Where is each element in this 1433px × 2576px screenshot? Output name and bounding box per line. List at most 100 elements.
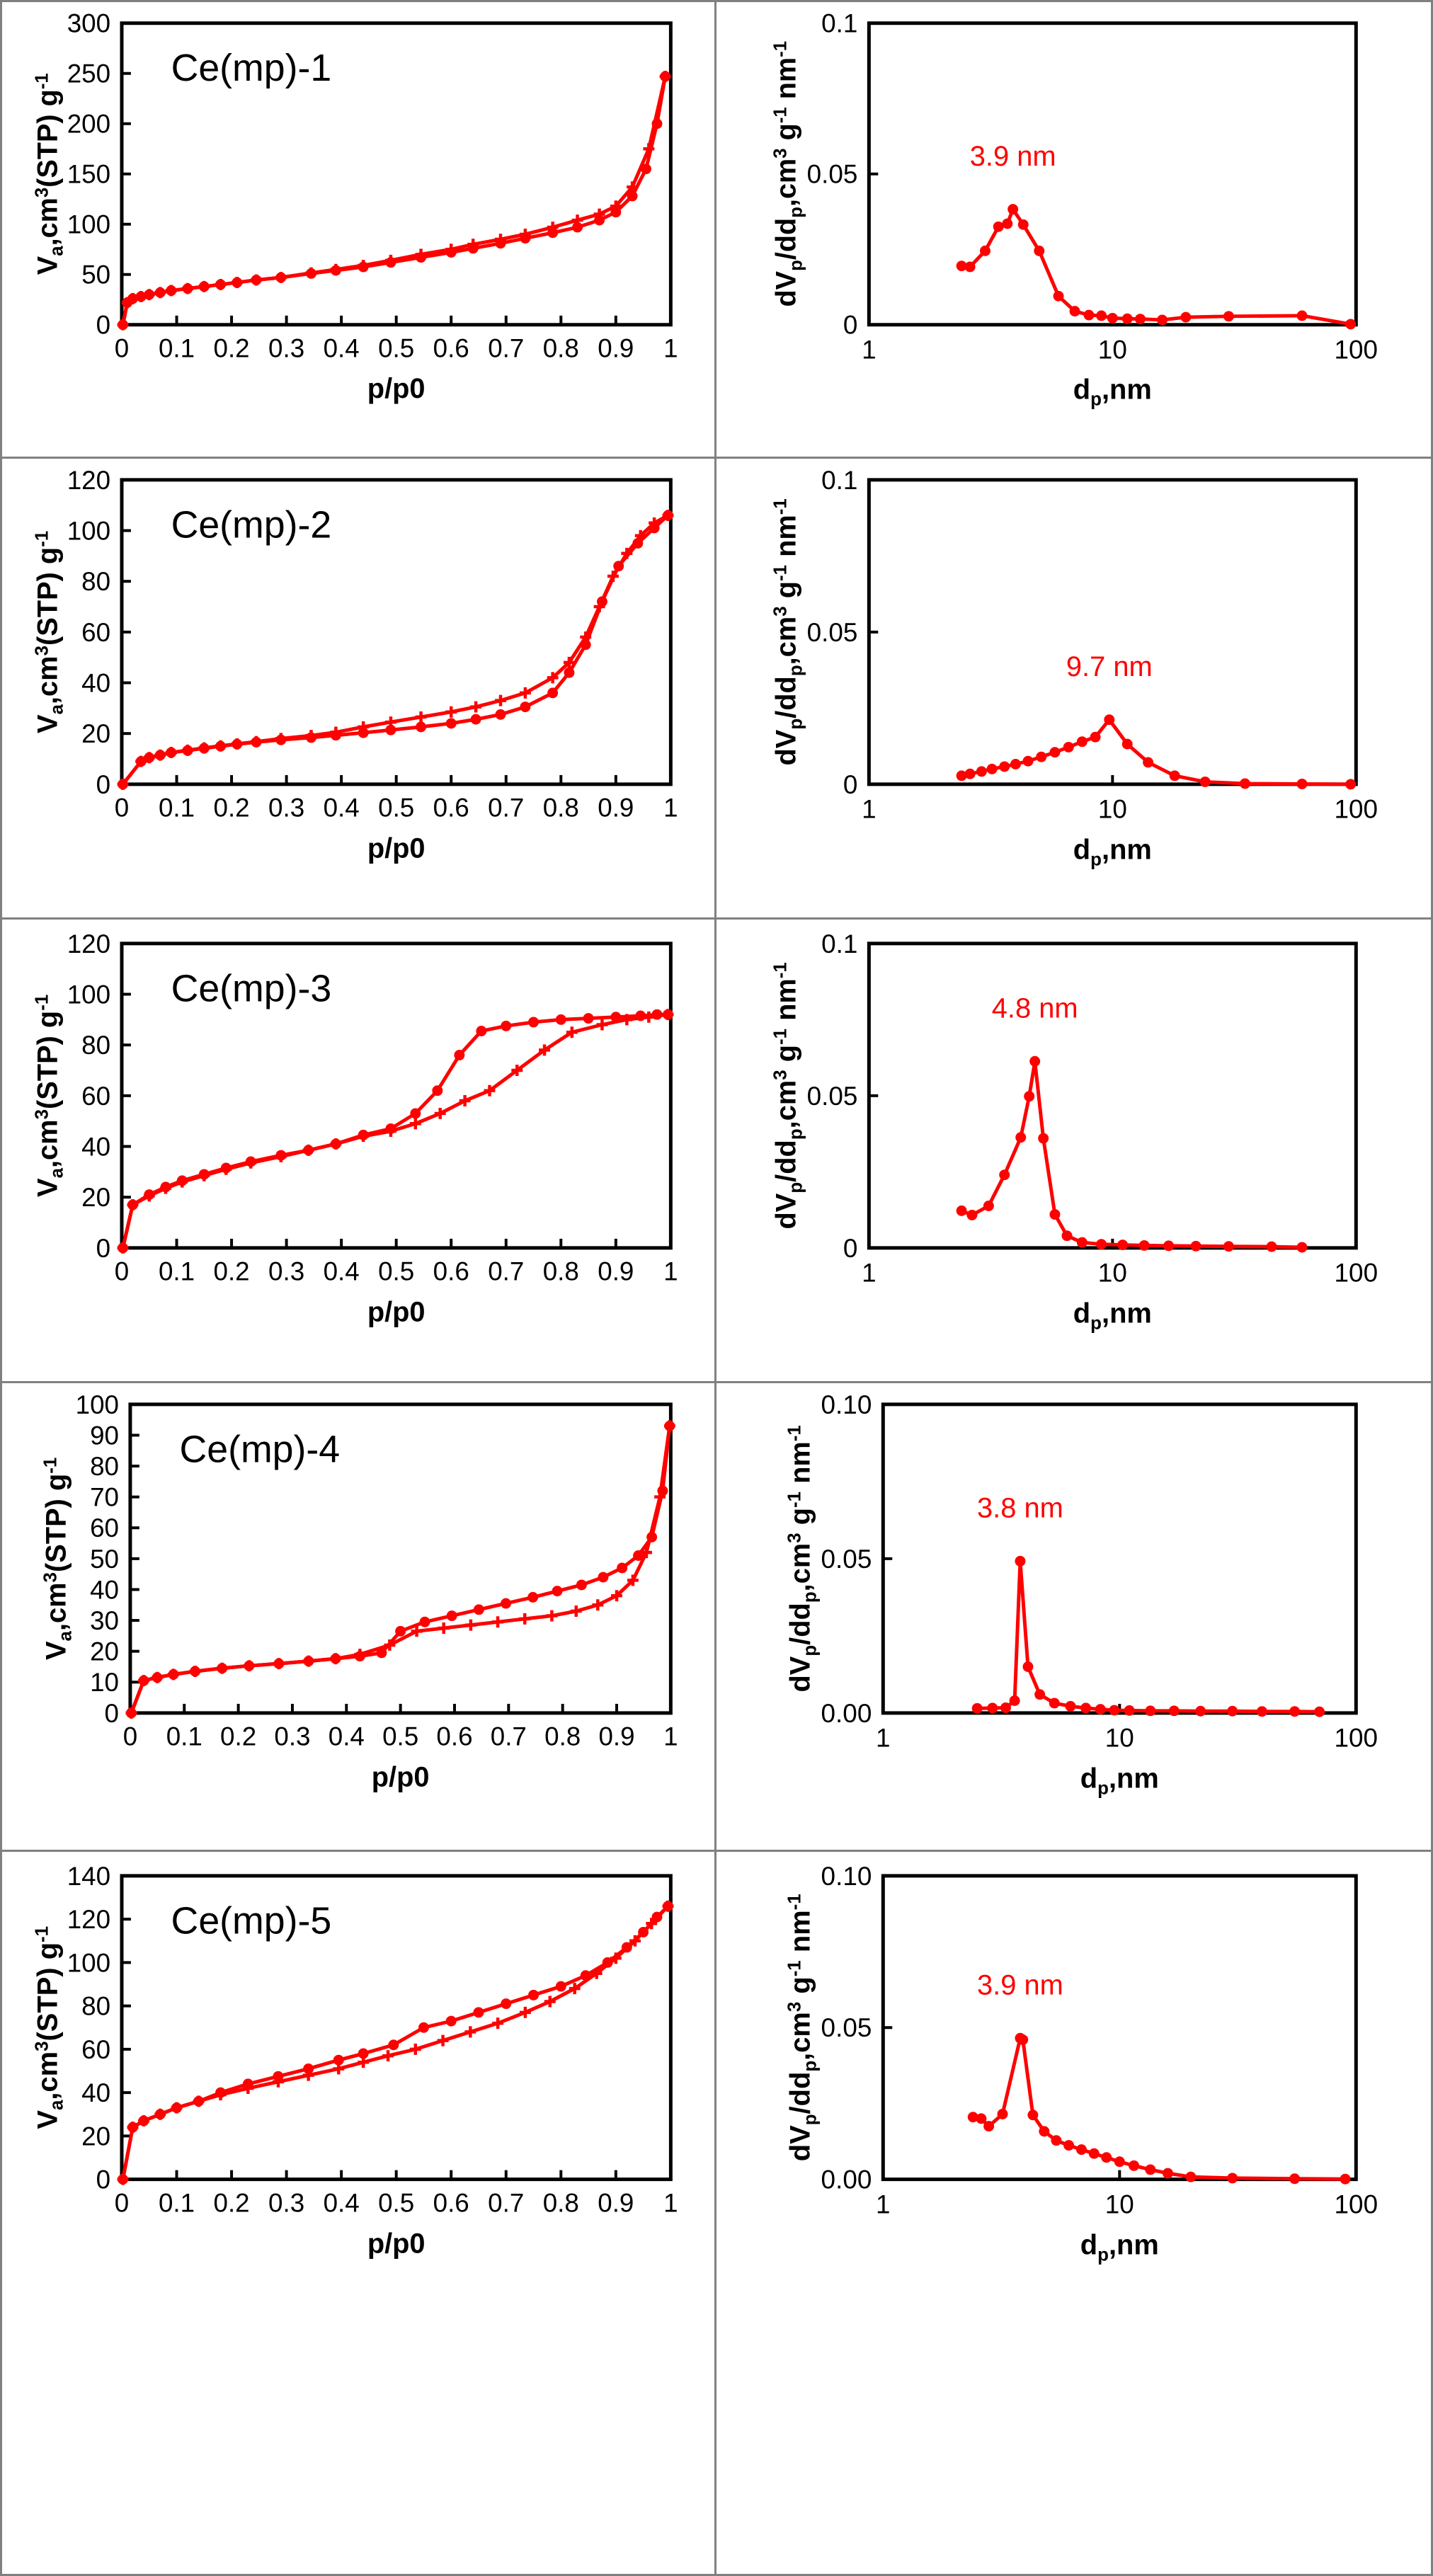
x-tick-label: 0.2 (214, 1257, 250, 1286)
data-point (627, 181, 639, 193)
data-point (629, 1935, 641, 1947)
x-tick-label: 0.1 (159, 794, 195, 823)
data-point (1190, 1240, 1201, 1252)
peak-label: 3.8 nm (977, 1493, 1063, 1524)
isotherm-chart-2: 0 20 40 60 80 100 120 0 0.1 0.2 0.3 0.4 0.5 0.6 0.7 0.8… (33, 466, 678, 864)
data-point (643, 1011, 655, 1023)
data-point (1107, 312, 1118, 324)
data-point (1015, 1132, 1027, 1143)
data-point (333, 2054, 344, 2066)
y-tick-label: 30 (90, 1606, 119, 1635)
data-point (1049, 1698, 1060, 1709)
y-axis-label: dVp/ddp,cm3 g-1 nm-1 (771, 498, 806, 765)
data-point (1096, 1239, 1107, 1250)
peak-label: 9.7 nm (1066, 651, 1153, 682)
x-tick-label: 1 (663, 2188, 678, 2217)
data-point (501, 1598, 511, 1609)
y-tick-label: 40 (81, 1132, 110, 1161)
y-tick-label: 80 (81, 1992, 110, 2021)
data-point (459, 1095, 471, 1106)
data-point (1065, 1700, 1076, 1712)
data-point (986, 763, 998, 774)
x-axis-label: dp,nm (1073, 1298, 1152, 1333)
x-tick-label: 0.9 (598, 1722, 634, 1751)
data-point (576, 1579, 587, 1591)
psd-chart-5: 0.00 0.05 0.10 1 10 100 dp,nm dVp/ddp,cm3 g-1 n… (785, 1862, 1378, 2265)
data-point (476, 1026, 487, 1036)
data-point (1180, 311, 1192, 323)
data-point (135, 291, 147, 302)
data-point (1034, 245, 1045, 256)
data-point (610, 207, 622, 218)
data-point (1145, 2164, 1156, 2175)
y-tick-label: 80 (81, 567, 110, 596)
data-point (1017, 219, 1029, 230)
data-point (1009, 1695, 1020, 1706)
data-point (643, 143, 655, 155)
data-point (216, 1662, 228, 1674)
data-point (160, 1182, 171, 1194)
data-point (1199, 776, 1211, 787)
panel-isotherm-3: 0 20 40 60 80 100 120 0 0.1 0.2 0.3 0.4 0.5 0.6 0.7 0.8… (0, 920, 716, 1383)
data-point (1129, 2160, 1140, 2171)
data-point (1314, 1706, 1325, 1717)
data-point (117, 1242, 129, 1254)
data-point (182, 282, 193, 294)
y-tick-label: 0 (96, 2165, 110, 2194)
data-point (611, 1590, 622, 1602)
data-point (520, 702, 531, 713)
data-point (1145, 1705, 1156, 1717)
data-point (662, 1900, 674, 1912)
x-tick-label: 0.8 (543, 794, 579, 823)
x-tick-label: 1 (876, 1724, 891, 1753)
data-point (1007, 204, 1019, 215)
data-point (333, 2063, 345, 2075)
x-tick-label: 0.8 (543, 333, 579, 362)
data-point (198, 280, 210, 292)
x-axis-label: p/p0 (367, 832, 426, 864)
data-point (358, 1130, 370, 1143)
data-point (416, 721, 427, 733)
y-tick-label: 100 (67, 1948, 110, 1977)
data-point (385, 724, 396, 735)
data-point (1010, 759, 1021, 769)
data-point (454, 1050, 465, 1060)
data-point (1088, 2148, 1100, 2159)
data-point (1022, 755, 1034, 767)
y-tick-label: 0 (105, 1699, 119, 1728)
y-tick-label: 0 (96, 770, 110, 799)
data-point (610, 1952, 622, 1964)
data-point (464, 2026, 476, 2038)
data-point (580, 631, 592, 643)
data-point (519, 229, 531, 240)
series-line-pore-size-distribution (959, 718, 1353, 786)
data-point (1109, 1705, 1120, 1716)
data-point (438, 1622, 450, 1634)
data-point (198, 742, 210, 754)
data-point (384, 1639, 396, 1651)
x-axis-label: dp,nm (1080, 1763, 1159, 1798)
y-tick-label: 100 (67, 516, 110, 545)
data-point (983, 2121, 995, 2132)
y-tick-label: 0.05 (807, 1082, 858, 1111)
y-tick-label: 20 (81, 719, 110, 748)
data-point (242, 2083, 254, 2094)
x-tick-label: 0.7 (491, 1722, 527, 1751)
y-tick-label: 80 (90, 1452, 119, 1481)
y-tick-label: 0.05 (821, 1545, 872, 1574)
data-point (395, 1625, 406, 1637)
data-point (409, 1118, 421, 1130)
data-point (544, 1996, 556, 2008)
psd-chart-1: 0 0.05 0.1 1 10 100 dp,nm dVp/ddp,cm3 g-1 nm-1 3… (771, 9, 1378, 410)
data-point (273, 1658, 285, 1670)
data-point (1121, 313, 1133, 324)
data-point (358, 2056, 370, 2068)
data-point (302, 1144, 314, 1156)
x-axis-label: dp,nm (1073, 834, 1152, 869)
panel-psd-2: 0 0.05 0.1 1 10 100 dp,nm dVp/ddp,cm3 g-1 nm-1 9… (716, 459, 1433, 920)
x-tick-label: 1 (663, 333, 678, 362)
data-point (1034, 1689, 1046, 1700)
y-tick-label: 40 (81, 2078, 110, 2107)
data-point (590, 1967, 603, 1979)
x-tick-label: 0.6 (433, 1257, 469, 1286)
